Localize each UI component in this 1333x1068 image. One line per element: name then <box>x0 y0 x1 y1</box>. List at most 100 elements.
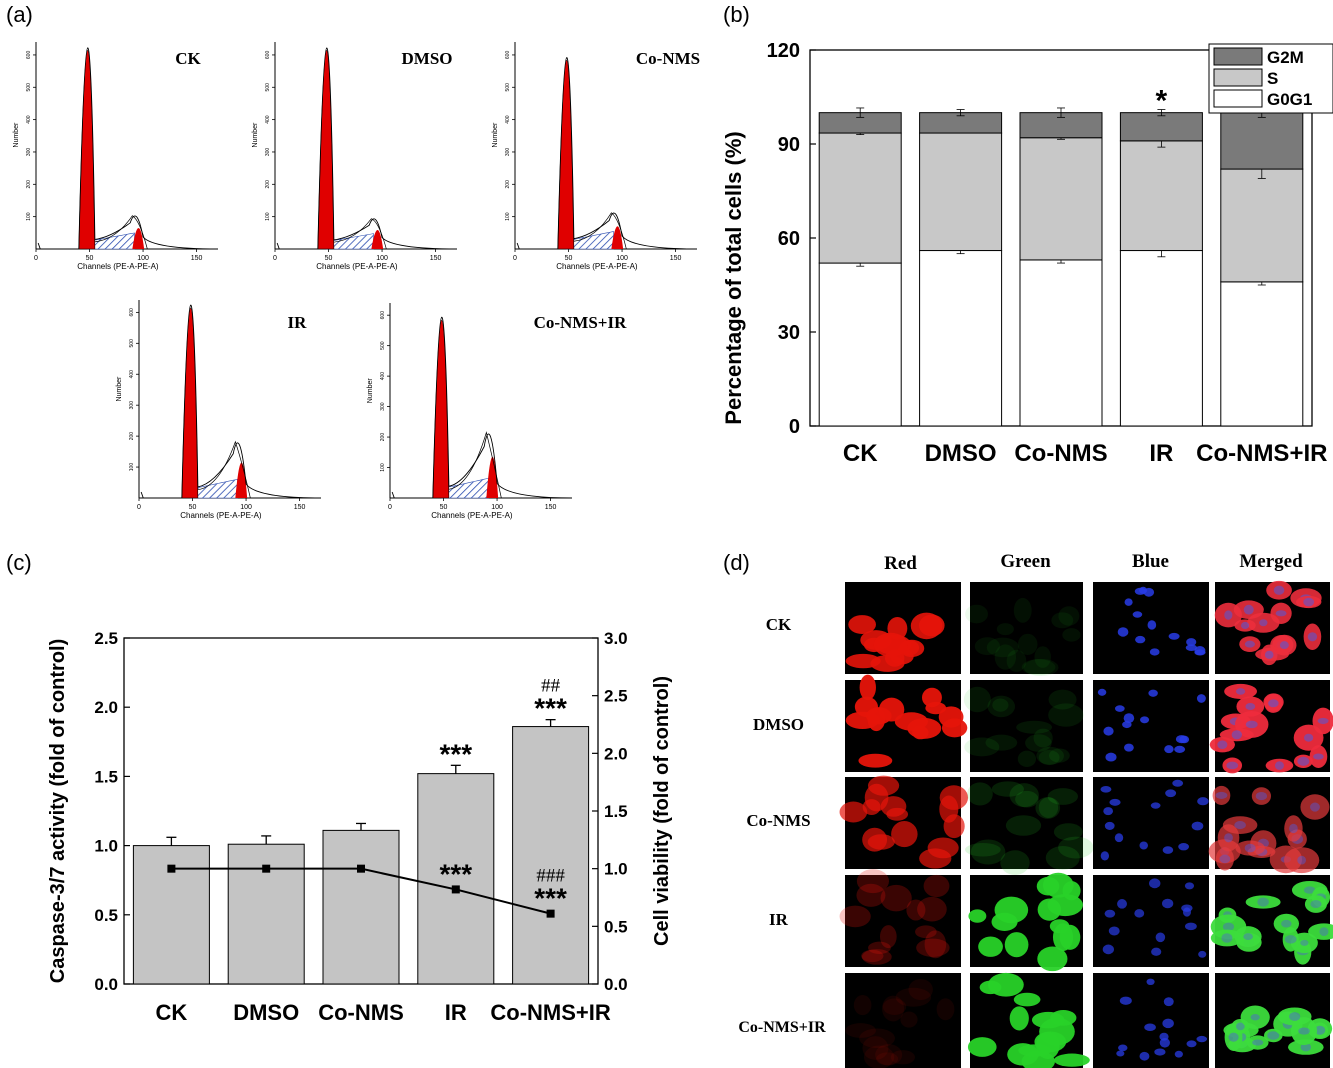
panel-label-a: (a) <box>6 2 33 27</box>
cell-cycle-stacked-chart: 0 30 60 90 120 Percentage of total cells (%) C… <box>721 40 1333 467</box>
nucleus <box>1139 841 1148 850</box>
nucleus <box>1104 909 1116 918</box>
nucleus <box>1196 694 1206 703</box>
cell-body <box>881 995 905 1022</box>
nucleus <box>1114 705 1125 712</box>
y-tick-label: 600 <box>265 51 271 60</box>
y2-tick-label: 0.5 <box>604 917 628 936</box>
cell-body <box>1045 845 1080 870</box>
nucleus <box>1284 935 1297 944</box>
y-tick-label: 300 <box>380 402 386 411</box>
nucleus <box>1297 756 1310 766</box>
histogram-outline <box>37 47 219 250</box>
nucleus <box>1184 882 1195 890</box>
cell-body <box>1058 836 1094 859</box>
y-tick-label: 30 <box>778 322 800 344</box>
cell-body <box>1053 823 1083 841</box>
cell-body <box>853 994 872 1016</box>
cell-body <box>1277 1007 1312 1026</box>
cell-body <box>1215 847 1234 871</box>
y-tick-label: 500 <box>129 339 135 348</box>
nucleus <box>1097 688 1107 696</box>
nucleus <box>1300 939 1309 946</box>
nucleus <box>1245 703 1256 711</box>
y-tick-label: 500 <box>265 83 271 92</box>
nucleus <box>1154 1048 1166 1056</box>
y-tick-label: 100 <box>505 212 511 221</box>
viability-point <box>262 864 271 873</box>
cell-body <box>921 687 942 708</box>
y-tick-label: 0 <box>789 416 800 438</box>
nucleus <box>1134 587 1146 595</box>
nucleus <box>1243 933 1253 941</box>
y-tick-label: 60 <box>778 228 800 250</box>
nucleus <box>1310 802 1320 812</box>
nucleus <box>1178 843 1190 851</box>
y-tick-label: 400 <box>380 372 386 381</box>
cell-body <box>884 649 905 667</box>
row-label-dmso: DMSO <box>753 715 804 734</box>
cell-body <box>915 925 937 939</box>
tile-background <box>845 875 961 967</box>
micro-tile <box>1208 777 1330 874</box>
cell-body <box>965 842 1001 857</box>
cell-body <box>1245 895 1281 909</box>
cell-body <box>1036 746 1065 765</box>
histogram-label: CK <box>175 49 201 68</box>
nucleus <box>1245 720 1258 729</box>
bar-segment-s <box>1220 168 1304 283</box>
cell-body <box>863 1045 895 1068</box>
cell-body <box>1052 923 1074 952</box>
cell-body <box>985 734 1018 751</box>
tile-background <box>970 680 1083 772</box>
cell-body <box>868 941 891 955</box>
y-tick-label: 2.0 <box>94 698 118 717</box>
y-axis-title: Number <box>367 378 374 404</box>
legend-label: G0G1 <box>1267 90 1312 109</box>
line-significance: *** <box>439 858 472 889</box>
cell-body <box>1013 992 1041 1007</box>
micro-tile <box>968 872 1083 972</box>
cell-body <box>1235 840 1265 856</box>
nucleus <box>1231 730 1243 740</box>
nucleus <box>1123 713 1135 724</box>
nucleus <box>1140 716 1150 724</box>
column-header-red: Red <box>884 553 917 574</box>
nucleus <box>1165 789 1177 798</box>
cell-body <box>1284 847 1320 874</box>
cell-body <box>1015 790 1039 808</box>
microscopy-images <box>839 580 1333 1068</box>
y-axis-title: Caspase-3/7 activity (fold of control) <box>47 639 69 984</box>
nucleus <box>1174 745 1186 753</box>
y-tick-label: 200 <box>26 180 32 189</box>
cell-body <box>996 623 1014 636</box>
y2-tick-label: 2.0 <box>604 744 628 763</box>
x-axis-title: Channels (PE-A-PE-A) <box>556 262 638 271</box>
y-axis-title: Number <box>252 122 259 148</box>
histogram-fit-curve <box>573 212 627 250</box>
cell-body <box>923 874 950 898</box>
cell-body <box>1006 649 1027 672</box>
cell-body <box>992 698 1009 712</box>
histogram-label: Co-NMS <box>636 49 700 68</box>
y-tick-label: 200 <box>505 180 511 189</box>
nucleus <box>1250 1014 1260 1021</box>
x-tick-label: 0 <box>388 504 392 511</box>
row-label-ck: CK <box>765 615 792 634</box>
cell-body <box>987 695 1016 718</box>
x-tick-label: 100 <box>240 504 252 511</box>
micro-tile <box>1093 582 1209 674</box>
cell-body <box>1013 597 1032 623</box>
y-tick-label: 400 <box>129 370 135 379</box>
cell-body <box>1009 783 1039 808</box>
y2-tick-label: 0.0 <box>604 975 628 994</box>
y-tick-label: 400 <box>26 115 32 124</box>
nucleus <box>1226 761 1239 770</box>
nucleus <box>1149 648 1160 656</box>
nucleus <box>1267 1031 1280 1040</box>
nucleus <box>1162 1018 1174 1029</box>
nucleus <box>1102 944 1114 955</box>
cell-body <box>991 912 1018 931</box>
nucleus <box>1103 726 1114 736</box>
cell-body <box>1284 815 1303 842</box>
